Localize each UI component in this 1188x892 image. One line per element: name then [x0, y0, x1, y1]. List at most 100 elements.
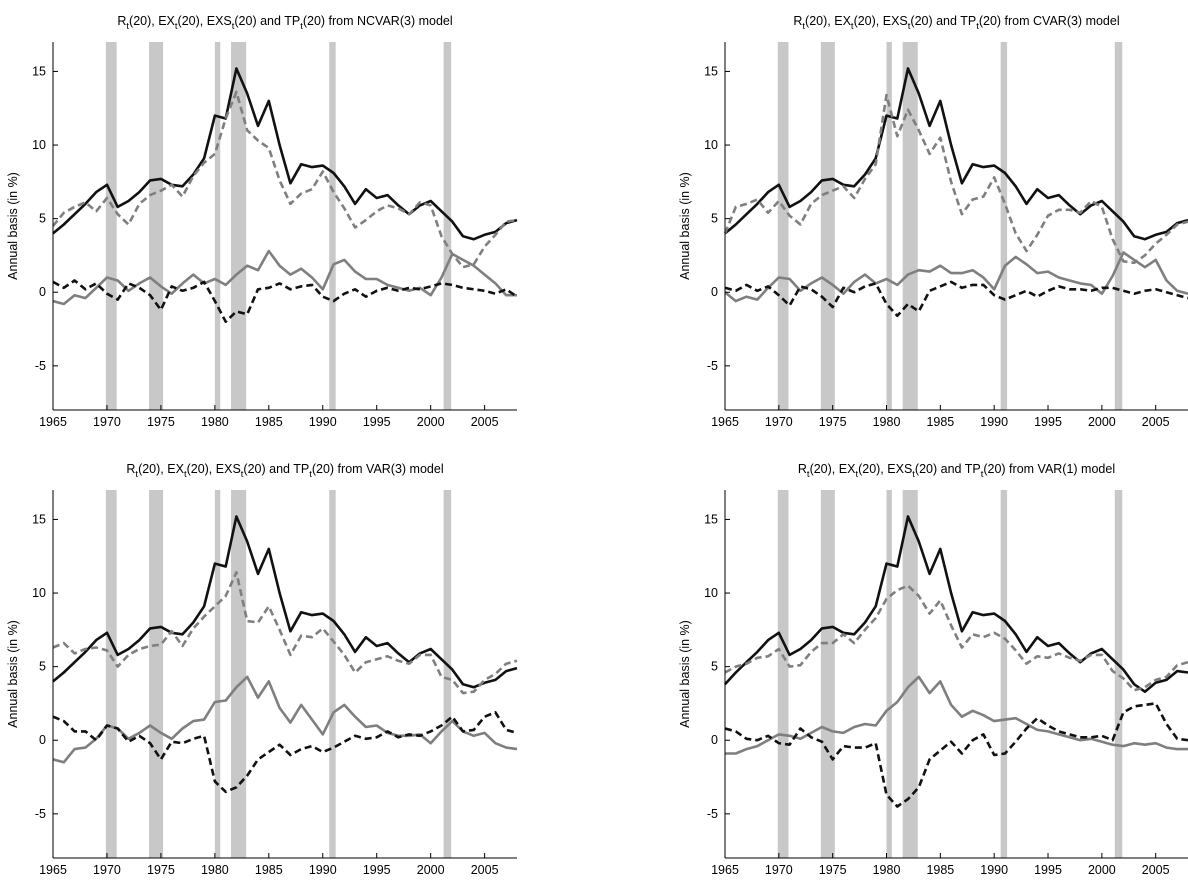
title-subscript: t — [241, 469, 244, 480]
title-part: EX — [158, 14, 175, 28]
y-tick-label: 15 — [32, 512, 46, 526]
recession-band — [777, 490, 789, 858]
title-part: (20), — [178, 14, 207, 28]
y-axis-label: Annual basis (in %) — [678, 620, 692, 728]
title-subscript: t — [232, 21, 235, 32]
x-tick-label: 1980 — [873, 415, 901, 429]
title-part: (20) and — [910, 14, 960, 28]
x-tick-label: 1995 — [363, 415, 391, 429]
series-line-dark-dashed — [724, 280, 1188, 318]
x-tick-label: 1980 — [201, 863, 229, 877]
title-part: EX — [167, 462, 184, 476]
x-tick-label: 1990 — [309, 863, 337, 877]
x-tick-label: 2005 — [1142, 863, 1170, 877]
recession-band — [105, 42, 117, 410]
series-line-grey-solid — [52, 249, 517, 306]
series-line-grey-dashed — [51, 90, 518, 269]
recession-band — [820, 490, 835, 858]
y-tick-label: 15 — [32, 64, 46, 78]
x-tick-label: 1995 — [1034, 415, 1062, 429]
title-subscript: t — [855, 469, 858, 480]
title-part: (20), — [129, 14, 158, 28]
recession-band — [777, 42, 789, 410]
recession-band — [329, 490, 336, 858]
y-tick-label: 15 — [704, 512, 718, 526]
x-tick-label: 1995 — [1034, 863, 1062, 877]
recession-band — [149, 490, 164, 858]
title-subscript: t — [126, 21, 129, 32]
series-line-dark-dashed — [52, 279, 518, 324]
x-tick-label: 1980 — [201, 415, 229, 429]
y-tick-label: 5 — [39, 212, 46, 226]
title-subscript: t — [912, 469, 915, 480]
title-part: TP — [960, 14, 976, 28]
recession-band — [902, 490, 918, 858]
title-part: (20) and — [915, 462, 965, 476]
series-line-grey-dashed — [724, 584, 1188, 692]
y-tick-label: 5 — [711, 212, 718, 226]
recession-band — [149, 42, 164, 410]
title-subscript: t — [908, 21, 911, 32]
title-part: (20) from CVAR(3) model — [979, 14, 1120, 28]
recession-band — [1000, 490, 1008, 858]
series-line-grey-solid — [724, 251, 1188, 303]
title-subscript: t — [802, 21, 805, 32]
y-tick-label: -5 — [35, 359, 46, 373]
y-tick-label: 10 — [32, 586, 46, 600]
recession-band — [214, 42, 221, 410]
title-part: EX — [834, 14, 851, 28]
title-subscript: t — [135, 469, 138, 480]
title-part: TP — [284, 14, 300, 28]
x-tick-label: 2000 — [1088, 863, 1116, 877]
recession-band — [1114, 490, 1123, 858]
y-tick-label: 10 — [704, 586, 718, 600]
x-tick-label: 1985 — [926, 863, 954, 877]
x-tick-label: 1965 — [39, 863, 67, 877]
x-tick-label: 1970 — [93, 415, 121, 429]
recession-band — [886, 490, 892, 858]
y-tick-label: 0 — [39, 733, 46, 747]
title-part: R — [798, 462, 807, 476]
x-tick-label: 1995 — [363, 863, 391, 877]
title-subscript: t — [309, 469, 312, 480]
x-tick-label: 1970 — [765, 863, 793, 877]
title-part: R — [126, 462, 135, 476]
recession-band — [902, 42, 918, 410]
recession-band — [886, 42, 892, 410]
y-axis-label: Annual basis (in %) — [6, 620, 20, 728]
series-line-dark-solid — [724, 515, 1188, 694]
chart-title: Rt(20), EXt(20), EXSt(20) and TPt(20) fr… — [798, 462, 1115, 480]
series-line-grey-dashed — [52, 571, 518, 695]
title-part: TP — [965, 462, 981, 476]
x-tick-label: 2005 — [471, 863, 499, 877]
title-part: EXS — [207, 14, 232, 28]
x-tick-label: 2005 — [471, 415, 499, 429]
recession-band — [231, 490, 247, 858]
x-tick-label: 1975 — [819, 863, 847, 877]
title-part: (20) from VAR(1) model — [983, 462, 1115, 476]
series-line-grey-dashed — [723, 93, 1188, 265]
y-tick-label: 5 — [711, 660, 718, 674]
title-part: (20) from VAR(3) model — [312, 462, 444, 476]
x-tick-label: 1985 — [926, 415, 954, 429]
series-line-grey-solid — [52, 675, 518, 764]
title-subscript: t — [976, 21, 979, 32]
y-tick-label: -5 — [707, 359, 718, 373]
x-tick-label: 1970 — [93, 863, 121, 877]
x-tick-label: 1970 — [765, 415, 793, 429]
x-tick-label: 1975 — [819, 415, 847, 429]
title-part: EXS — [887, 462, 912, 476]
x-tick-label: 1980 — [873, 863, 901, 877]
x-tick-label: 2000 — [417, 863, 445, 877]
recession-band — [1114, 42, 1123, 410]
x-tick-label: 1975 — [147, 863, 175, 877]
series-line-dark-solid — [724, 67, 1188, 241]
recession-band — [1000, 42, 1008, 410]
title-part: (20), — [854, 14, 883, 28]
title-part: (20), — [858, 462, 887, 476]
title-part: (20) from NCVAR(3) model — [303, 14, 453, 28]
series-line-dark-solid — [52, 515, 518, 689]
y-tick-label: 15 — [704, 64, 718, 78]
title-part: R — [793, 14, 802, 28]
